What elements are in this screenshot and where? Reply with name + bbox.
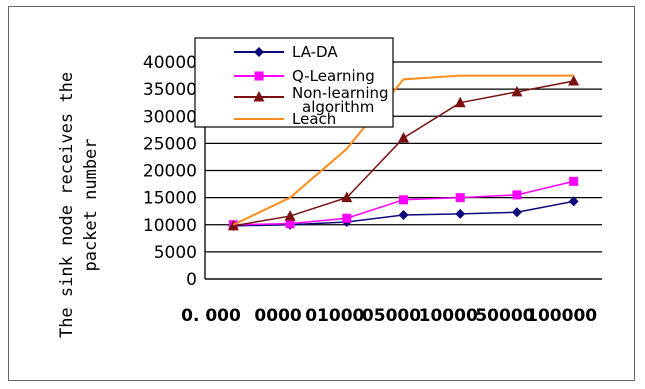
data-point — [341, 191, 353, 203]
series-line — [232, 74, 574, 226]
legend-box — [194, 37, 394, 128]
data-point — [511, 85, 523, 97]
data-point — [284, 210, 296, 221]
data-point — [568, 74, 580, 86]
data-point — [455, 193, 465, 203]
data-point — [398, 131, 409, 143]
data-point — [399, 195, 408, 205]
x-tick-label: 0000 — [254, 306, 301, 326]
legend-item-2: Non-learning algorithm — [234, 84, 389, 116]
legend-marker — [254, 71, 264, 81]
legend-item-0: LA-DA — [234, 43, 338, 61]
legend-marker — [253, 91, 265, 102]
x-tick-label: 01000 — [305, 306, 364, 326]
legend-label: Q-Learning — [292, 67, 375, 85]
y-tick-label: 5000 — [154, 243, 197, 263]
x-tick-label: 50000 — [475, 306, 534, 326]
data-point — [568, 196, 579, 207]
x-tick-label: 05000 — [362, 306, 421, 326]
legend-item-3: Leach — [234, 110, 336, 128]
legend-label: Leach — [292, 110, 336, 128]
data-point — [285, 219, 295, 229]
y-tick-label: 25000 — [143, 134, 197, 154]
data-point — [227, 219, 239, 231]
data-point — [512, 190, 522, 200]
y-tick-label: 20000 — [143, 162, 197, 182]
x-tick-label: 0. 000 — [181, 306, 241, 326]
data-point — [455, 208, 466, 219]
y-tick-label: 0 — [186, 270, 197, 290]
legend-label: Non-learning algorithm — [292, 84, 389, 116]
data-point — [454, 96, 466, 108]
data-point — [511, 207, 522, 218]
series-2 — [227, 74, 580, 231]
y-axis-title: The sink node receives the packet number — [57, 72, 101, 338]
legend-item-1: Q-Learning — [234, 67, 375, 85]
y-tick-label: 30000 — [143, 107, 197, 127]
legend-marker — [254, 47, 264, 57]
series-3 — [232, 74, 574, 226]
x-tick-label: 100000 — [526, 306, 597, 326]
y-tick-label: 10000 — [143, 216, 197, 236]
data-point — [342, 213, 352, 223]
legend-label: LA-DA — [292, 43, 338, 61]
x-tick-label: 10000 — [419, 306, 478, 326]
y-tick-label: 15000 — [143, 189, 197, 209]
y-tick-label: 40000 — [143, 53, 197, 73]
data-point — [398, 209, 409, 220]
series-1 — [228, 176, 579, 230]
series-layer — [227, 74, 580, 231]
data-point — [569, 176, 579, 186]
y-tick-labels: 0 5000 10000 15000 20000 25000 30000 35000 40000 — [143, 53, 197, 290]
y-tick-label: 35000 — [143, 80, 197, 100]
